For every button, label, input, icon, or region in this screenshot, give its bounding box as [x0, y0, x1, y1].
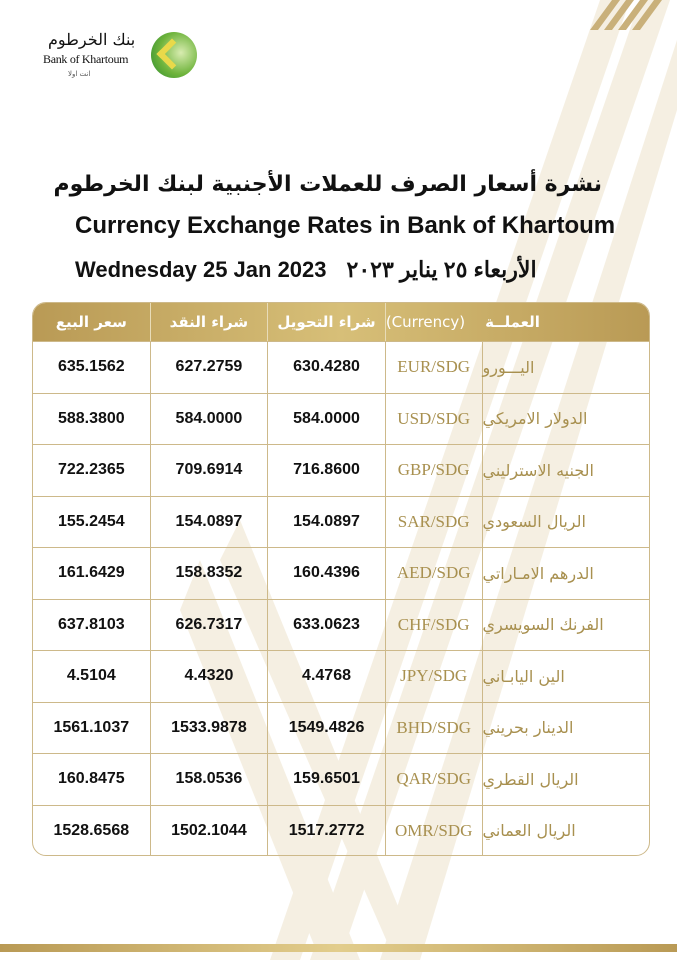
transfer-buy-cell: 633.0623: [268, 599, 386, 650]
currency-code-cell: AED/SDG: [386, 548, 483, 599]
currency-code-cell: EUR/SDG: [386, 342, 483, 393]
sell-cell: 637.8103: [33, 599, 151, 650]
rates-table: سعر البيع شراء النقد شراء التحويل العملـ…: [32, 302, 650, 856]
header-currency: العملــة (Currency): [386, 303, 649, 341]
logo-tagline: انت اولا: [68, 70, 91, 78]
currency-name-cell: الدولار الامريكي: [482, 409, 588, 429]
sell-cell: 1561.1037: [33, 702, 151, 753]
table-row: 588.3800 584.0000 584.0000 USD/SDG الدولار ا…: [33, 392, 649, 444]
header-currency-en: (Currency): [385, 313, 466, 331]
transfer-buy-cell: 154.0897: [268, 496, 386, 547]
sell-cell: 722.2365: [33, 445, 151, 496]
currency-name-cell: الدرهم الامـاراتي: [482, 563, 594, 583]
table-row: 722.2365 709.6914 716.8600 GBP/SDG الجنيه ال…: [33, 444, 649, 496]
table-row: 155.2454 154.0897 154.0897 SAR/SDG الريال ال…: [33, 495, 649, 547]
cash-buy-cell: 626.7317: [151, 599, 269, 650]
currency-code-cell: BHD/SDG: [386, 702, 483, 753]
transfer-buy-cell: 160.4396: [268, 548, 386, 599]
sell-cell: 4.5104: [33, 651, 151, 702]
logo-english: Bank of Khartoum: [43, 52, 129, 66]
transfer-buy-cell: 630.4280: [268, 342, 386, 393]
table-row: 161.6429 158.8352 160.4396 AED/SDG الدرهم ال…: [33, 547, 649, 599]
logo-emblem-icon: [151, 32, 197, 78]
cash-buy-cell: 584.0000: [151, 393, 269, 444]
sell-cell: 155.2454: [33, 496, 151, 547]
cash-buy-cell: 158.8352: [151, 548, 269, 599]
table-row: 635.1562 627.2759 630.4280 EUR/SDG اليـــورو: [33, 341, 649, 393]
currency-name-cell: الريال العماني: [482, 821, 576, 841]
header-currency-ar: العملــة: [485, 313, 540, 331]
currency-name-cell: الريال القطري: [482, 769, 579, 789]
sell-cell: 161.6429: [33, 548, 151, 599]
currency-name-cell: الجنيه الاسترليني: [482, 460, 594, 480]
table-row: 4.5104 4.4320 4.4768 JPY/SDG الين اليابـاني: [33, 650, 649, 702]
sell-cell: 160.8475: [33, 754, 151, 805]
currency-name-cell: الدينار بحريني: [482, 718, 574, 738]
table-row: 160.8475 158.0536 159.6501 QAR/SDG الريال ال…: [33, 753, 649, 805]
currency-code-cell: QAR/SDG: [386, 754, 483, 805]
title-arabic: نشرة أسعار الصرف للعملات الأجنبية لبنك ا…: [53, 172, 603, 197]
sell-cell: 588.3800: [33, 393, 151, 444]
currency-code-cell: GBP/SDG: [386, 445, 483, 496]
date-english: Wednesday 25 Jan 2023: [75, 257, 327, 282]
footer-bar: [0, 944, 677, 952]
transfer-buy-cell: 584.0000: [268, 393, 386, 444]
table-row: 637.8103 626.7317 633.0623 CHF/SDG الفرنك ال…: [33, 598, 649, 650]
logo-arabic: بنك الخرطوم: [48, 30, 136, 49]
sell-cell: 1528.6568: [33, 805, 151, 855]
cash-buy-cell: 158.0536: [151, 754, 269, 805]
header-cash-buy: شراء النقد: [151, 303, 269, 341]
date-line: Wednesday 25 Jan 2023 الأربعاء ٢٥ يناير …: [75, 257, 537, 283]
currency-name-cell: الفرنك السويسري: [482, 615, 604, 635]
currency-name-cell: الريال السعودي: [482, 512, 586, 532]
table-row: 1528.6568 1502.1044 1517.2772 OMR/SDG الريال…: [33, 804, 649, 855]
title-english: Currency Exchange Rates in Bank of Khart…: [75, 212, 616, 239]
table-row: 1561.1037 1533.9878 1549.4826 BHD/SDG الدينا…: [33, 701, 649, 753]
cash-buy-cell: 627.2759: [151, 342, 269, 393]
transfer-buy-cell: 716.8600: [268, 445, 386, 496]
bank-logo: بنك الخرطوم Bank of Khartoum انت اولا: [40, 30, 200, 82]
transfer-buy-cell: 1549.4826: [268, 702, 386, 753]
transfer-buy-cell: 159.6501: [268, 754, 386, 805]
currency-name-cell: الين اليابـاني: [482, 666, 565, 686]
currency-name-cell: اليـــورو: [482, 357, 535, 377]
cash-buy-cell: 154.0897: [151, 496, 269, 547]
transfer-buy-cell: 1517.2772: [268, 805, 386, 855]
cash-buy-cell: 4.4320: [151, 651, 269, 702]
cash-buy-cell: 1533.9878: [151, 702, 269, 753]
currency-code-cell: JPY/SDG: [386, 651, 483, 702]
header-sell: سعر البيع: [33, 303, 151, 341]
currency-code-cell: OMR/SDG: [386, 805, 483, 855]
transfer-buy-cell: 4.4768: [268, 651, 386, 702]
header-transfer-buy: شراء التحويل: [268, 303, 386, 341]
currency-code-cell: CHF/SDG: [386, 599, 483, 650]
cash-buy-cell: 1502.1044: [151, 805, 269, 855]
table-header: سعر البيع شراء النقد شراء التحويل العملـ…: [33, 303, 649, 341]
cash-buy-cell: 709.6914: [151, 445, 269, 496]
currency-code-cell: SAR/SDG: [386, 496, 483, 547]
date-arabic: الأربعاء ٢٥ يناير ٢٠٢٣: [346, 257, 537, 282]
sell-cell: 635.1562: [33, 342, 151, 393]
currency-code-cell: USD/SDG: [386, 393, 483, 444]
